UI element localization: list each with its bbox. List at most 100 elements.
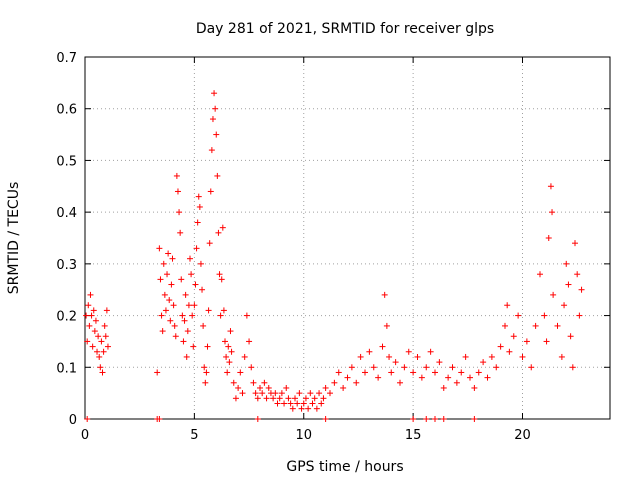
data-point — [462, 353, 469, 360]
data-point — [427, 348, 434, 355]
data-point — [471, 416, 478, 422]
data-point — [335, 369, 342, 376]
data-point — [296, 390, 303, 397]
data-point — [436, 359, 443, 366]
data-point — [519, 353, 526, 360]
data-point — [85, 302, 92, 309]
data-point — [97, 364, 104, 371]
data-point — [320, 395, 327, 402]
data-point — [212, 105, 219, 112]
data-point — [87, 291, 94, 298]
data-point — [88, 312, 95, 319]
data-point — [104, 343, 111, 350]
data-point — [237, 369, 244, 376]
data-point — [225, 343, 232, 350]
data-point — [449, 364, 456, 371]
data-point — [100, 348, 107, 355]
data-point — [440, 384, 447, 391]
data-point — [235, 384, 242, 391]
data-point — [171, 322, 178, 329]
data-point — [246, 338, 253, 345]
data-point — [156, 245, 163, 252]
data-point — [423, 416, 430, 422]
data-point — [547, 183, 554, 190]
data-point — [344, 374, 351, 381]
data-point — [156, 416, 163, 422]
data-point — [199, 286, 206, 293]
data-point — [458, 369, 465, 376]
data-point — [98, 338, 105, 345]
data-point — [453, 379, 460, 386]
data-point — [178, 276, 185, 283]
data-point — [192, 281, 199, 288]
x-tick-label: 20 — [514, 428, 531, 443]
data-point — [265, 384, 272, 391]
x-tick-label: 15 — [405, 428, 422, 443]
data-points — [83, 90, 585, 422]
data-point — [510, 333, 517, 340]
y-tick-label: 0.2 — [56, 310, 77, 325]
data-point — [215, 229, 222, 236]
data-point — [506, 348, 513, 355]
data-point — [84, 416, 91, 422]
data-point — [94, 348, 101, 355]
data-point — [96, 353, 103, 360]
data-point — [283, 384, 290, 391]
data-point — [201, 364, 208, 371]
data-point — [89, 343, 96, 350]
y-tick-label: 0.1 — [56, 361, 77, 376]
data-point — [532, 322, 539, 329]
data-point — [322, 416, 329, 422]
data-point — [305, 405, 312, 412]
data-point — [86, 322, 93, 329]
data-point — [158, 312, 165, 319]
data-point — [410, 416, 417, 422]
data-point — [353, 379, 360, 386]
data-point — [95, 333, 102, 340]
data-point — [173, 172, 180, 179]
y-tick-label: 0.7 — [56, 51, 77, 66]
data-point — [567, 333, 574, 340]
data-point — [172, 333, 179, 340]
data-point — [180, 338, 187, 345]
grid — [85, 57, 610, 419]
data-point — [222, 338, 228, 345]
data-point — [423, 364, 430, 371]
data-point — [241, 353, 248, 360]
data-point — [214, 172, 221, 179]
y-tick-label: 0.6 — [56, 103, 77, 118]
data-point — [558, 353, 565, 360]
data-point — [523, 338, 530, 345]
data-point — [248, 364, 255, 371]
data-point — [204, 343, 211, 350]
data-point — [177, 229, 184, 236]
data-point — [318, 400, 325, 407]
data-point — [550, 291, 557, 298]
data-point — [383, 322, 390, 329]
data-point — [203, 369, 210, 376]
chart-title: Day 281 of 2021, SRMTID for receiver glp… — [196, 21, 494, 37]
data-point — [475, 369, 482, 376]
data-point — [189, 312, 196, 319]
y-tick-label: 0.5 — [56, 154, 77, 169]
data-point — [370, 364, 377, 371]
y-axis-title: SRMTID / TECUs — [6, 182, 22, 295]
data-point — [307, 390, 314, 397]
data-point — [187, 255, 193, 262]
data-point — [195, 193, 202, 200]
data-point — [504, 302, 511, 309]
data-point — [561, 302, 568, 309]
data-point — [563, 260, 570, 267]
data-point — [230, 379, 237, 386]
data-point — [569, 364, 576, 371]
data-point — [289, 405, 296, 412]
data-point — [185, 302, 192, 309]
data-point — [405, 348, 412, 355]
x-axis-title: GPS time / hours — [286, 459, 403, 475]
data-point — [90, 307, 97, 314]
data-point — [165, 250, 172, 257]
data-point — [92, 317, 99, 324]
data-point — [191, 302, 198, 309]
